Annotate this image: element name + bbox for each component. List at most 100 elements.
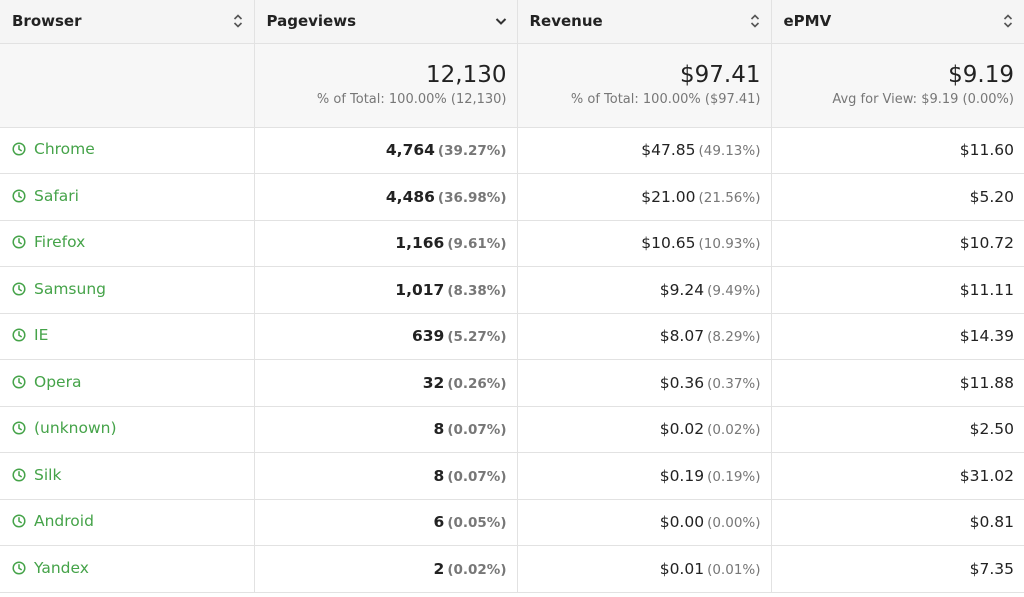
revenue-percent: (0.37%) (707, 375, 761, 392)
pageviews-value: 1,017 (395, 280, 445, 299)
browser-link[interactable]: Android (12, 512, 94, 530)
browser-link[interactable]: Firefox (12, 233, 85, 251)
pageviews-percent: (36.98%) (437, 189, 507, 206)
browser-link[interactable]: (unknown) (12, 419, 117, 437)
pageviews-percent: (39.27%) (437, 143, 507, 160)
revenue-cell: $0.01 (0.01%) (516, 545, 772, 593)
pageviews-cell: 32 (0.26%) (253, 359, 518, 407)
revenue-percent: (10.93%) (698, 236, 761, 253)
clock-icon (12, 189, 26, 203)
pageviews-percent: (0.05%) (447, 515, 507, 532)
pageviews-value: 2 (433, 559, 445, 578)
browser-name: (unknown) (34, 419, 117, 438)
pageviews-cell: 4,764 (39.27%) (253, 126, 518, 174)
pageviews-value: 8 (433, 466, 445, 485)
browser-cell: Safari (0, 173, 255, 221)
browser-link[interactable]: Opera (12, 373, 81, 391)
totals-pageviews-sub: % of Total: 100.00% (12,130) (316, 92, 507, 107)
table-row: Android 6 (0.05%) $0.00 (0.00%) $0.81 (0, 498, 1024, 546)
revenue-cell: $0.00 (0.00%) (516, 498, 772, 546)
browser-link[interactable]: Safari (12, 187, 79, 205)
browser-cell: Chrome (0, 126, 255, 174)
revenue-cell: $0.19 (0.19%) (516, 452, 772, 500)
revenue-percent: (8.29%) (707, 329, 761, 346)
table-row: Firefox 1,166 (9.61%) $10.65 (10.93%) $10.72 (0, 219, 1024, 267)
pageviews-cell: 8 (0.07%) (253, 452, 518, 500)
pageviews-percent: (0.07%) (447, 422, 507, 439)
browser-link[interactable]: IE (12, 326, 48, 344)
browser-link[interactable]: Samsung (12, 280, 106, 298)
totals-revenue-cell: $97.41 % of Total: 100.00% ($97.41) (516, 42, 772, 128)
pageviews-percent: (9.61%) (447, 236, 507, 253)
browser-name: Yandex (34, 558, 89, 577)
epmv-value: $0.81 (969, 513, 1014, 532)
table-row: (unknown) 8 (0.07%) $0.02 (0.02%) $2.50 (0, 405, 1024, 453)
column-header-label: Browser (12, 12, 82, 31)
column-header-pageviews[interactable]: Pageviews (253, 0, 518, 44)
revenue-value: $0.00 (659, 513, 705, 532)
pageviews-percent: (0.02%) (447, 561, 507, 578)
sort-both-icon[interactable] (1002, 12, 1014, 30)
column-header-browser[interactable]: Browser (0, 0, 255, 44)
revenue-value: $47.85 (641, 141, 696, 160)
epmv-cell: $11.60 (770, 126, 1024, 174)
revenue-value: $0.01 (659, 559, 705, 578)
sort-both-icon[interactable] (232, 12, 244, 30)
browser-name: Firefox (34, 233, 86, 252)
clock-icon (12, 468, 26, 482)
epmv-value: $5.20 (969, 187, 1014, 206)
column-header-label: ePMV (783, 12, 832, 31)
pageviews-cell: 639 (5.27%) (253, 312, 518, 360)
browser-link[interactable]: Silk (12, 466, 61, 484)
column-header-epmv[interactable]: ePMV (770, 0, 1024, 44)
epmv-cell: $31.02 (770, 452, 1024, 500)
revenue-value: $0.36 (659, 373, 705, 392)
header-row: Browser Pageviews Revenue ePMV (0, 0, 1024, 44)
revenue-value: $10.65 (641, 234, 696, 253)
table-row: Chrome 4,764 (39.27%) $47.85 (49.13%) $11.60 (0, 126, 1024, 174)
totals-epmv-cell: $9.19 Avg for View: $9.19 (0.00%) (770, 42, 1024, 128)
browser-name: Opera (34, 372, 82, 391)
pageviews-cell: 4,486 (36.98%) (253, 173, 518, 221)
sort-both-icon[interactable] (749, 12, 761, 30)
browser-link[interactable]: Chrome (12, 140, 95, 158)
column-header-label: Pageviews (266, 12, 357, 31)
pageviews-cell: 6 (0.05%) (253, 498, 518, 546)
pageviews-value: 639 (411, 327, 445, 346)
epmv-cell: $14.39 (770, 312, 1024, 360)
revenue-cell: $21.00 (21.56%) (516, 173, 772, 221)
epmv-value: $10.72 (959, 234, 1014, 253)
clock-icon (12, 328, 26, 342)
table-row: Safari 4,486 (36.98%) $21.00 (21.56%) $5.20 (0, 173, 1024, 221)
browser-cell: Firefox (0, 219, 255, 267)
revenue-percent: (9.49%) (707, 282, 761, 299)
pageviews-cell: 8 (0.07%) (253, 405, 518, 453)
revenue-cell: $9.24 (9.49%) (516, 266, 772, 314)
pageviews-cell: 2 (0.02%) (253, 545, 518, 593)
totals-browser-cell (0, 42, 255, 128)
pageviews-percent: (8.38%) (447, 282, 507, 299)
epmv-cell: $2.50 (770, 405, 1024, 453)
epmv-value: $7.35 (969, 559, 1014, 578)
revenue-cell: $8.07 (8.29%) (516, 312, 772, 360)
clock-icon (12, 282, 26, 296)
pageviews-value: 6 (433, 513, 445, 532)
browser-name: IE (34, 326, 49, 345)
browser-link[interactable]: Yandex (12, 559, 89, 577)
sort-down-icon[interactable] (495, 12, 507, 30)
epmv-cell: $11.88 (770, 359, 1024, 407)
browser-cell: Yandex (0, 545, 255, 593)
browser-cell: IE (0, 312, 255, 360)
epmv-cell: $11.11 (770, 266, 1024, 314)
revenue-percent: (21.56%) (698, 189, 761, 206)
pageviews-value: 4,764 (385, 141, 435, 160)
clock-icon (12, 142, 26, 156)
clock-icon (12, 235, 26, 249)
pageviews-cell: 1,166 (9.61%) (253, 219, 518, 267)
revenue-value: $0.02 (659, 420, 705, 439)
browser-name: Safari (34, 186, 79, 205)
revenue-value: $0.19 (659, 466, 705, 485)
totals-revenue-value: $97.41 (680, 62, 761, 88)
column-header-revenue[interactable]: Revenue (516, 0, 772, 44)
